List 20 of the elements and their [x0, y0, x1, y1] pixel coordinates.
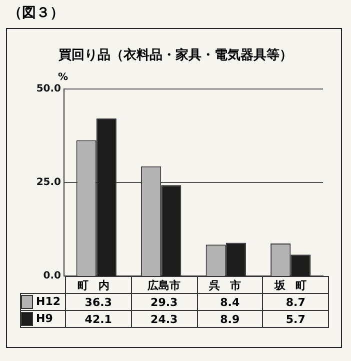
data-label: 36.3 [66, 294, 132, 310]
y-tick-label: 0.0 [43, 270, 62, 282]
y-axis-title: % [58, 72, 68, 83]
chart-title: 買回り品（衣料品・家具・電気器具等） [58, 46, 294, 64]
text: （図３） [8, 4, 64, 22]
x-tick-label: 坂町 [262, 276, 328, 294]
data-label: 8.4 [197, 294, 263, 310]
data-label: 42.1 [66, 310, 132, 328]
legend-label: H9 [35, 312, 53, 326]
data-label: 8.7 [262, 294, 328, 310]
x-tick-label: 広島市 [131, 276, 197, 294]
x-tick-label: 呉市 [197, 276, 263, 294]
data-label: 29.3 [131, 294, 197, 310]
y-tick-label: 25.0 [36, 177, 62, 188]
data-label: 24.3 [131, 310, 197, 328]
y-tick-label: 50.0 [36, 84, 62, 95]
data-label: 8.9 [197, 310, 263, 328]
data-label: 5.7 [262, 310, 328, 328]
legend-label: H12 [35, 295, 61, 308]
x-tick-label: 町内 [66, 276, 132, 294]
